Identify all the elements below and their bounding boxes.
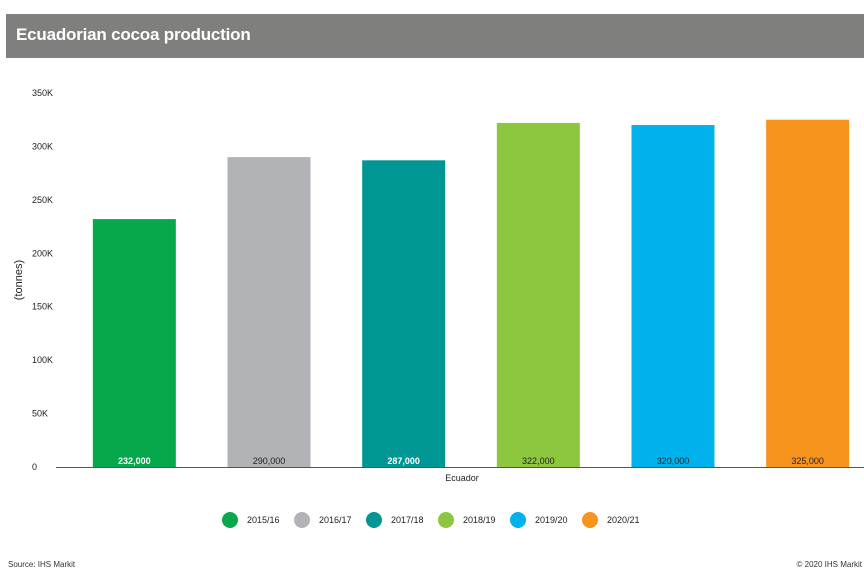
- legend-label: 2015/16: [247, 515, 280, 525]
- data-label: 287,000: [387, 456, 420, 466]
- y-tick-label: 0: [32, 462, 37, 472]
- data-label: 232,000: [118, 456, 151, 466]
- y-tick-label: 200K: [32, 248, 53, 258]
- legend-item: 2018/19: [438, 512, 496, 528]
- bar-2015-16: [92, 219, 176, 467]
- y-tick-label: 350K: [32, 88, 53, 98]
- bar-2018-19: [496, 122, 580, 468]
- y-tick-label: 50K: [32, 409, 48, 419]
- title-bar: Ecuadorian cocoa production: [6, 14, 864, 58]
- legend-item: 2019/20: [510, 512, 568, 528]
- bar-2016-17: [227, 157, 311, 467]
- legend-label: 2017/18: [391, 515, 424, 525]
- legend-label: 2019/20: [535, 515, 568, 525]
- bar-2017-18: [362, 160, 446, 467]
- legend-swatch: [582, 512, 598, 528]
- legend-swatch: [366, 512, 382, 528]
- y-tick-label: 150K: [32, 302, 53, 312]
- legend-label: 2020/21: [607, 515, 640, 525]
- x-category-label: Ecuador: [445, 473, 479, 483]
- legend-item: 2015/16: [222, 512, 280, 528]
- data-label: 322,000: [522, 456, 555, 466]
- y-axis-title: (tonnes): [13, 260, 25, 300]
- data-label: 325,000: [791, 456, 824, 466]
- legend-swatch: [294, 512, 310, 528]
- source-note: Source: IHS Markit: [8, 560, 76, 569]
- y-tick-label: 300K: [32, 141, 53, 151]
- legend-label: 2016/17: [319, 515, 352, 525]
- y-tick-label: 250K: [32, 195, 53, 205]
- copyright-note: © 2020 IHS Markit: [796, 560, 862, 569]
- bar-2019-20: [631, 125, 715, 468]
- legend-swatch: [510, 512, 526, 528]
- legend-swatch: [438, 512, 454, 528]
- legend-item: 2017/18: [366, 512, 424, 528]
- bar-2020-21: [766, 119, 850, 467]
- chart-title: Ecuadorian cocoa production: [16, 25, 251, 44]
- legend-item: 2016/17: [294, 512, 352, 528]
- legend-label: 2018/19: [463, 515, 496, 525]
- y-tick-label: 100K: [32, 355, 53, 365]
- legend-item: 2020/21: [582, 512, 640, 528]
- chart-legend: 2015/16 2016/17 2017/18 2018/19 2019/20 2020/…: [0, 512, 864, 530]
- data-label: 290,000: [253, 456, 286, 466]
- data-label: 320,000: [657, 456, 690, 466]
- chart-area: 0 50K 100K 150K 200K 250K 300K 350K (tonnes) 232,…: [13, 88, 864, 483]
- legend-swatch: [222, 512, 238, 528]
